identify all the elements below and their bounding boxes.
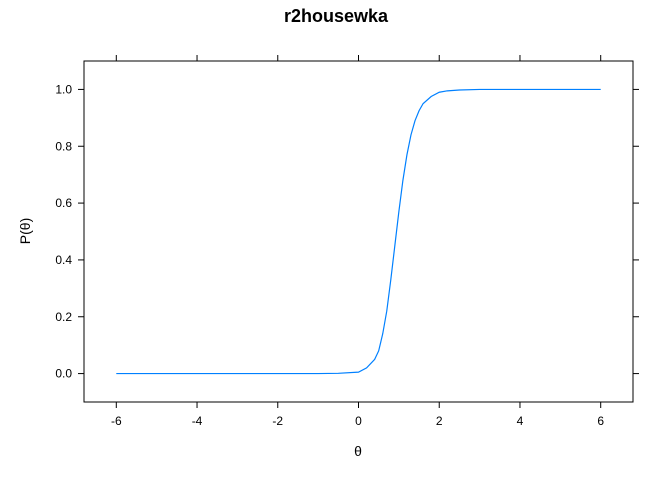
x-tick-label: 6 xyxy=(597,414,604,428)
x-tick-label: -2 xyxy=(272,414,283,428)
y-axis-title: P(θ) xyxy=(17,218,33,244)
y-tick-label: 0.0 xyxy=(55,367,72,381)
x-tick-label: -4 xyxy=(192,414,203,428)
x-tick-label: -6 xyxy=(111,414,122,428)
y-tick-label: 0.4 xyxy=(55,253,72,267)
plot-frame xyxy=(83,60,634,403)
tick-labels: -6 -4 -2 0 2 4 6 0.0 0.2 0.4 0.6 0.8 1.0 xyxy=(55,82,604,428)
x-tick-label: 4 xyxy=(517,414,524,428)
series-line xyxy=(116,88,601,375)
y-tick-label: 1.0 xyxy=(55,82,72,96)
x-tick-label: 2 xyxy=(436,414,443,428)
y-tick-label: 0.6 xyxy=(55,196,72,210)
y-tick-label: 0.2 xyxy=(55,310,72,324)
x-axis-title: θ xyxy=(354,443,362,459)
axis-ticks xyxy=(78,55,639,408)
y-tick-label: 0.8 xyxy=(55,139,72,153)
chart-title: r2housewka xyxy=(284,6,389,26)
x-tick-label: 0 xyxy=(355,414,362,428)
